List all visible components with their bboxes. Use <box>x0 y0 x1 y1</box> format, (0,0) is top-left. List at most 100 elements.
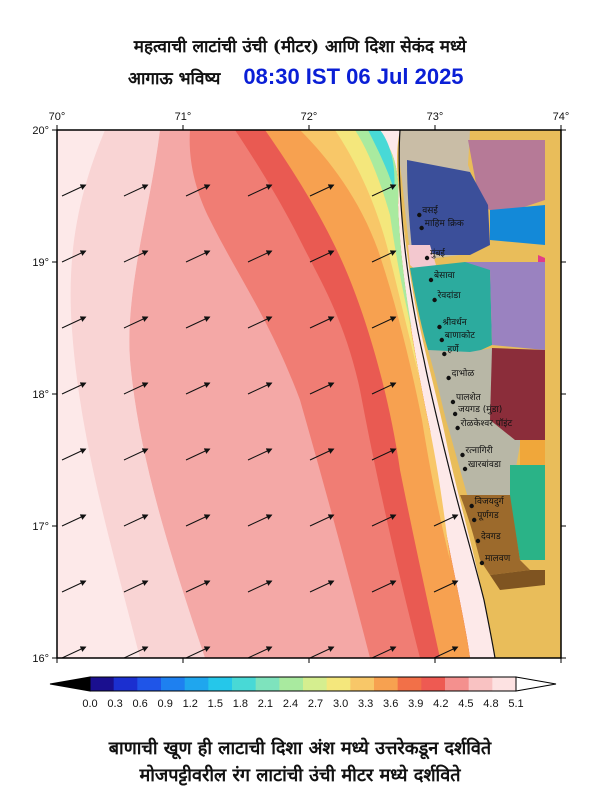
colorbar-segment <box>326 677 351 691</box>
wave-arrow <box>371 382 397 395</box>
place-marker <box>442 351 447 357</box>
colorbar-segment <box>445 677 470 691</box>
wave-arrow <box>185 382 211 395</box>
wave-arrow <box>247 580 273 593</box>
lat-tick-label: 17° <box>32 521 49 533</box>
place-label: विजयदुर्ग <box>475 495 505 507</box>
wave-arrow <box>61 646 87 658</box>
place-marker <box>469 503 474 509</box>
place-marker <box>417 212 422 218</box>
wave-arrow <box>248 713 272 724</box>
place-marker <box>424 255 430 261</box>
lon-tick-label: 72° <box>301 111 318 123</box>
place-label: पालशेत <box>456 391 482 403</box>
colorbar-segment <box>184 677 209 691</box>
wave-arrow <box>61 250 87 263</box>
place-label: मुंबई <box>430 247 446 259</box>
colorbar-tick-label: 3.3 <box>358 698 373 710</box>
wave-arrow <box>61 580 87 593</box>
wave-direction-arrows <box>61 184 459 724</box>
wave-arrow <box>185 514 211 527</box>
wave-arrow <box>309 448 335 461</box>
place-label: पूर्णगड <box>477 509 499 521</box>
colorbar-tick-label: 3.0 <box>333 698 348 710</box>
place-label: श्रीवर्धन <box>442 316 467 328</box>
colorbar-tick-label: 0.0 <box>82 698 97 710</box>
wave-arrow <box>309 382 335 395</box>
place-label: रोळकेश्वर पॉइंट <box>461 417 513 429</box>
place-label: दाभोळ <box>452 367 475 379</box>
place-marker <box>460 452 465 458</box>
place-marker <box>472 517 477 523</box>
wave-arrow <box>185 184 211 197</box>
colorbar-frame <box>89 676 517 692</box>
wave-arrow <box>186 713 210 724</box>
wave-arrow <box>185 316 211 329</box>
place-marker <box>437 324 442 330</box>
place-marker <box>446 375 451 381</box>
lat-tick-label: 19° <box>32 257 49 269</box>
wave-arrow <box>309 250 335 263</box>
wave-arrow <box>185 646 211 658</box>
wave-arrow <box>185 580 211 593</box>
wave-arrow <box>124 713 148 724</box>
place-label: रत्नागिरी <box>466 444 494 456</box>
wave-arrow <box>434 713 458 724</box>
wave-arrow <box>371 250 397 263</box>
colorbar-over-triangle <box>515 676 557 692</box>
colorbar-tick-label: 4.8 <box>483 698 498 710</box>
colorbar-tick-label: 0.3 <box>107 698 122 710</box>
wave-arrow <box>123 316 149 329</box>
lat-tick-label: 20° <box>32 125 49 137</box>
colorbar-tick-label: 5.1 <box>508 698 523 710</box>
colorbar-tick-label: 2.4 <box>283 698 298 710</box>
wave-arrow <box>61 382 87 395</box>
colorbar-tick-label: 0.6 <box>132 698 147 710</box>
lon-tick-label: 74° <box>553 111 570 123</box>
wave-arrow <box>247 382 273 395</box>
wave-arrow <box>310 713 334 724</box>
place-label: बेसावा <box>434 269 456 281</box>
lon-tick-label: 73° <box>427 111 444 123</box>
wave-arrow <box>185 250 211 263</box>
place-label: देवगड <box>481 530 501 542</box>
wave-arrow <box>371 580 397 593</box>
colorbar-segment <box>303 677 328 691</box>
wave-arrow <box>247 316 273 329</box>
colorbar-segment <box>374 677 399 691</box>
colorbar-tick-label: 2.7 <box>308 698 323 710</box>
wave-arrow <box>185 448 211 461</box>
place-marker <box>455 425 460 431</box>
place-marker <box>419 225 424 231</box>
colorbar-under-triangle <box>49 676 91 692</box>
colorbar-segment <box>208 677 233 691</box>
wave-arrow <box>247 448 273 461</box>
colorbar-tick-label: 1.2 <box>183 698 198 710</box>
place-label: माहिम क्रिक <box>425 217 465 229</box>
wave-arrow <box>309 514 335 527</box>
lat-tick-label: 16° <box>32 653 49 665</box>
place-label: जयगड (मुंडा) <box>458 404 502 415</box>
wave-arrow <box>433 580 459 593</box>
wave-arrow <box>247 514 273 527</box>
wave-arrow <box>123 382 149 395</box>
place-marker <box>452 411 458 417</box>
wave-height-colorbar: 0.0 0.3 0.6 0.9 1.2 1.5 1.8 2.1 2.4 2.7 3.0 3.3 3.6 3… <box>49 676 557 710</box>
place-marker <box>479 560 485 566</box>
wave-arrow <box>371 448 397 461</box>
colorbar-tick-label: 1.5 <box>208 698 223 710</box>
wave-arrow <box>309 646 335 658</box>
wave-arrow <box>247 646 273 658</box>
land-region <box>396 130 561 658</box>
colorbar-segment <box>492 677 517 691</box>
wave-arrow <box>372 713 396 724</box>
forecast-label: आगाऊ भविष्य <box>128 68 221 89</box>
wave-arrow <box>123 250 149 263</box>
wave-arrow <box>61 514 87 527</box>
place-label: हर्णे <box>447 343 459 355</box>
place-marker <box>428 277 434 283</box>
place-label: मालवण <box>485 554 511 564</box>
colorbar-tick-label: 0.9 <box>158 698 173 710</box>
